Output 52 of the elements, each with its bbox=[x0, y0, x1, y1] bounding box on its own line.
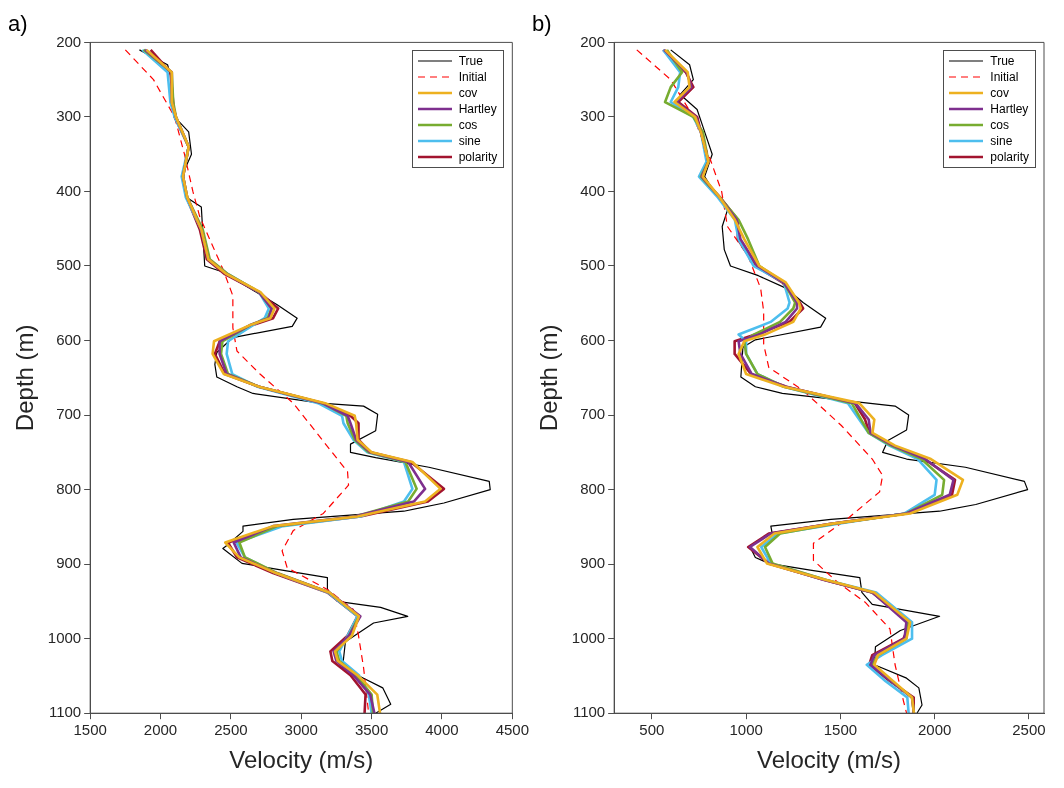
chart-title: b) bbox=[532, 11, 552, 37]
legend-label: polarity bbox=[990, 150, 1029, 165]
legend-label: True bbox=[458, 54, 483, 69]
legend-label: cos bbox=[458, 118, 478, 133]
y-tick-label: 200 bbox=[56, 32, 82, 50]
x-tick-label: 4000 bbox=[425, 721, 459, 739]
x-tick-label: 2500 bbox=[1012, 721, 1046, 739]
x-tick-label: 500 bbox=[639, 721, 665, 739]
x-tick-label: 2000 bbox=[917, 721, 952, 739]
legend-label: sine bbox=[458, 134, 481, 149]
x-tick-label: 1000 bbox=[729, 721, 763, 739]
legend-label: True bbox=[990, 54, 1015, 69]
y-tick-label: 300 bbox=[56, 107, 82, 125]
y-tick-label: 300 bbox=[580, 107, 606, 125]
legend-label: Initial bbox=[458, 70, 487, 85]
x-tick-label: 1500 bbox=[823, 721, 858, 739]
x-tick-label: 3500 bbox=[354, 721, 389, 739]
legend-label: cov bbox=[458, 86, 478, 101]
y-axis-title: Depth (m) bbox=[11, 324, 39, 432]
x-tick-label: 2500 bbox=[214, 721, 248, 739]
legend-label: cov bbox=[990, 86, 1009, 101]
x-axis-title: Velocity (m/s) bbox=[229, 746, 374, 774]
y-tick-label: 900 bbox=[56, 554, 82, 572]
y-tick-label: 800 bbox=[580, 479, 606, 497]
y-tick-label: 400 bbox=[580, 181, 606, 199]
x-tick-label: 1500 bbox=[73, 721, 107, 739]
y-tick-label: 500 bbox=[580, 256, 606, 274]
y-tick-label: 700 bbox=[56, 405, 82, 423]
x-tick-label: 3000 bbox=[284, 721, 318, 739]
y-tick-label: 600 bbox=[56, 330, 82, 348]
legend-label: polarity bbox=[458, 150, 498, 165]
x-axis-title: Velocity (m/s) bbox=[757, 746, 902, 774]
y-tick-label: 400 bbox=[56, 181, 82, 199]
y-tick-label: 700 bbox=[580, 405, 606, 423]
x-tick-label: 2000 bbox=[143, 721, 178, 739]
chart-title: a) bbox=[8, 11, 28, 37]
y-axis-title: Depth (m) bbox=[535, 324, 563, 432]
legend-label: Hartley bbox=[458, 102, 497, 117]
legend-label: Initial bbox=[990, 70, 1019, 85]
y-tick-label: 800 bbox=[56, 479, 82, 497]
x-tick-label: 4500 bbox=[495, 721, 529, 739]
y-tick-label: 600 bbox=[580, 330, 606, 348]
y-tick-label: 1000 bbox=[571, 628, 606, 646]
y-tick-label: 1000 bbox=[47, 628, 82, 646]
legend-label: sine bbox=[990, 134, 1013, 149]
y-tick-label: 500 bbox=[56, 256, 82, 274]
y-tick-label: 200 bbox=[580, 32, 606, 50]
legend-label: Hartley bbox=[990, 102, 1029, 117]
legend-label: cos bbox=[990, 118, 1009, 133]
y-tick-label: 1100 bbox=[48, 703, 82, 721]
y-tick-label: 900 bbox=[580, 554, 606, 572]
y-tick-label: 1100 bbox=[572, 703, 606, 721]
